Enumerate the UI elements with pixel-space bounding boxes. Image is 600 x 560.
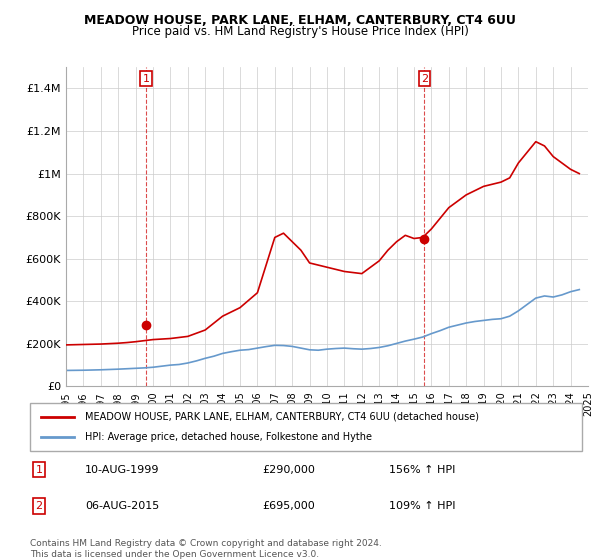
Text: Price paid vs. HM Land Registry's House Price Index (HPI): Price paid vs. HM Land Registry's House … [131, 25, 469, 38]
Text: 109% ↑ HPI: 109% ↑ HPI [389, 501, 455, 511]
Text: MEADOW HOUSE, PARK LANE, ELHAM, CANTERBURY, CT4 6UU: MEADOW HOUSE, PARK LANE, ELHAM, CANTERBU… [84, 14, 516, 27]
Text: 10-AUG-1999: 10-AUG-1999 [85, 465, 160, 475]
Text: 1: 1 [35, 465, 43, 475]
Text: This data is licensed under the Open Government Licence v3.0.: This data is licensed under the Open Gov… [30, 550, 319, 559]
Text: £695,000: £695,000 [262, 501, 314, 511]
Text: 2: 2 [35, 501, 43, 511]
Text: 156% ↑ HPI: 156% ↑ HPI [389, 465, 455, 475]
FancyBboxPatch shape [30, 403, 582, 451]
Text: HPI: Average price, detached house, Folkestone and Hythe: HPI: Average price, detached house, Folk… [85, 432, 372, 442]
Text: £290,000: £290,000 [262, 465, 315, 475]
Text: 06-AUG-2015: 06-AUG-2015 [85, 501, 160, 511]
Text: 1: 1 [143, 73, 149, 83]
Text: 2: 2 [421, 73, 428, 83]
Text: Contains HM Land Registry data © Crown copyright and database right 2024.: Contains HM Land Registry data © Crown c… [30, 539, 382, 548]
Text: MEADOW HOUSE, PARK LANE, ELHAM, CANTERBURY, CT4 6UU (detached house): MEADOW HOUSE, PARK LANE, ELHAM, CANTERBU… [85, 412, 479, 422]
